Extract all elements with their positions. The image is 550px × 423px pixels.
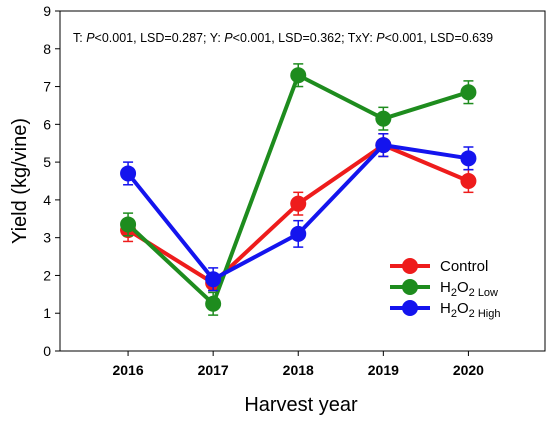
x-tick-label: 2017 xyxy=(198,362,229,378)
x-tick-label: 2016 xyxy=(112,362,143,378)
annotation-part: P xyxy=(376,31,385,45)
y-axis-title: Yield (kg/vine) xyxy=(9,118,31,244)
y-tick-label: 3 xyxy=(43,230,51,246)
series-layer xyxy=(120,63,477,316)
data-point xyxy=(120,165,137,182)
y-tick-label: 4 xyxy=(43,192,51,208)
data-point xyxy=(375,137,392,154)
legend-marker xyxy=(402,279,418,295)
legend-label-sub: 2 xyxy=(451,308,457,320)
statistics-annotation: T: P<0.001, LSD=0.287; Y: P<0.001, LSD=0… xyxy=(73,31,493,45)
legend-label-text: H xyxy=(440,300,451,317)
legend-label-text: Control xyxy=(440,258,488,275)
legend-label-text: O xyxy=(457,279,469,296)
legend-item: H2O2 Low xyxy=(390,279,498,299)
annotation-part: <0.001, LSD=0.639 xyxy=(385,31,493,45)
data-point xyxy=(290,225,307,242)
legend-marker xyxy=(402,258,418,274)
legend-item: H2O2 High xyxy=(390,300,500,320)
y-tick-label: 5 xyxy=(43,154,51,170)
y-tick-label: 0 xyxy=(43,343,51,359)
legend-label: H2O2 High xyxy=(440,300,500,320)
data-point xyxy=(205,295,222,312)
y-tick-label: 1 xyxy=(43,305,51,321)
legend-label-text: H xyxy=(440,279,451,296)
y-tick-label: 2 xyxy=(43,267,51,283)
series-h2o2-low xyxy=(120,63,477,316)
data-point xyxy=(460,173,477,189)
y-axis: 0 1 2 3 4 5 6 7 8 9 xyxy=(43,3,60,359)
legend-label-text: O xyxy=(457,300,469,317)
series-line xyxy=(126,73,470,306)
annotation-part: T: xyxy=(73,31,86,45)
y-tick-label: 9 xyxy=(43,3,51,19)
data-point xyxy=(460,84,477,101)
annotation-part: <0.001, LSD=0.287; Y: xyxy=(95,31,225,45)
data-point xyxy=(290,195,307,212)
legend-label-sub: 2 Low xyxy=(469,287,498,299)
annotation-part: P xyxy=(224,31,233,45)
x-tick-label: 2020 xyxy=(453,362,484,378)
annotation-part: P xyxy=(86,31,95,45)
y-tick-label: 7 xyxy=(43,79,51,95)
data-point xyxy=(120,216,137,233)
legend-label-sub: 2 High xyxy=(469,308,501,320)
data-point xyxy=(290,67,307,84)
legend-label: Control xyxy=(440,258,488,275)
x-tick-label: 2019 xyxy=(368,362,399,378)
data-point xyxy=(205,271,222,288)
x-axis-title: Harvest year xyxy=(244,394,358,416)
data-point xyxy=(375,110,392,127)
plot-frame xyxy=(59,10,546,352)
data-point xyxy=(460,150,477,167)
y-tick-label: 6 xyxy=(43,116,51,132)
legend-marker xyxy=(402,300,418,316)
y-tick-label: 8 xyxy=(43,41,51,57)
legend-item: Control xyxy=(390,258,488,275)
annotation-part: <0.001, LSD=0.362; TxY: xyxy=(233,31,377,45)
x-tick-label: 2018 xyxy=(283,362,314,378)
x-axis: 2016 2017 2018 2019 2020 xyxy=(112,351,484,378)
series-h2o2-high xyxy=(120,133,477,292)
legend-label: H2O2 Low xyxy=(440,279,498,299)
legend-label-sub: 2 xyxy=(451,287,457,299)
